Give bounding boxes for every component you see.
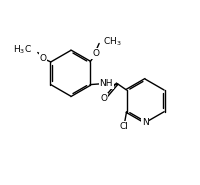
Text: H$_3$C: H$_3$C: [13, 44, 31, 56]
Text: O: O: [100, 94, 107, 103]
Text: O: O: [39, 53, 46, 63]
Text: CH$_3$: CH$_3$: [103, 36, 122, 48]
Text: Cl: Cl: [120, 122, 128, 131]
Text: N: N: [142, 118, 149, 127]
Text: O: O: [92, 49, 99, 58]
Text: NH: NH: [99, 79, 113, 88]
